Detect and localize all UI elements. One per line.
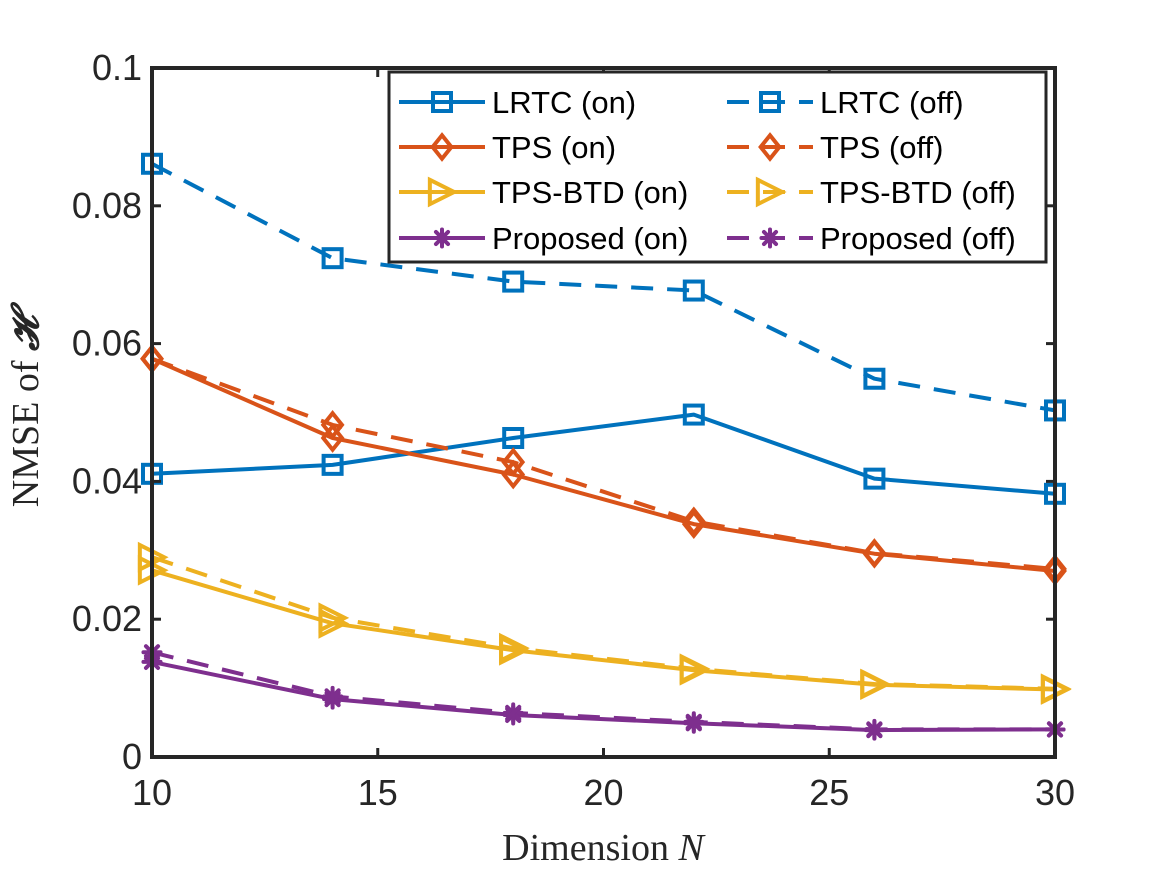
data-point: [321, 247, 344, 270]
data-point: [681, 506, 706, 537]
data-point: [682, 279, 705, 302]
x-tick-label: 25: [809, 772, 849, 813]
legend-item: TPS (off): [727, 130, 943, 165]
legend-label: TPS (on): [492, 130, 616, 165]
series-line: [151, 412, 1056, 496]
y-tick-label: 0.06: [72, 323, 142, 364]
series-line: [151, 162, 1056, 413]
data-point: [679, 653, 711, 685]
legend-marker: [430, 132, 454, 162]
legend-marker: [427, 176, 459, 208]
y-tick-label: 0.1: [92, 47, 142, 88]
data-point: [860, 668, 892, 700]
legend-item: Proposed (off): [727, 221, 1016, 256]
legend: LRTC (on) LRTC (off) TPS (on) TPS (off) TPS-…: [387, 70, 1048, 264]
legend-label: Proposed (on): [492, 221, 688, 256]
data-point: [318, 602, 350, 634]
data-point: [863, 467, 886, 490]
x-axis-label: Dimension N: [502, 827, 706, 869]
legend-marker: [758, 132, 782, 162]
legend-item: LRTC (off): [727, 85, 964, 120]
data-point: [501, 459, 526, 490]
x-tick-label: 10: [132, 772, 172, 813]
legend-item: TPS-BTD (off): [727, 175, 1016, 210]
legend-item: TPS (on): [399, 130, 616, 165]
legend-label: TPS-BTD (off): [820, 175, 1016, 210]
legend-label: LRTC (on): [492, 85, 636, 120]
series-line: [151, 555, 1056, 691]
data-point: [321, 453, 344, 476]
y-tick-label: 0.08: [72, 185, 142, 226]
data-point: [863, 718, 885, 740]
data-point: [682, 403, 705, 426]
data-point: [322, 685, 344, 707]
legend-label: LRTC (off): [820, 85, 964, 120]
data-point: [502, 426, 525, 449]
series-line: [151, 356, 1056, 573]
data-point: [320, 410, 345, 440]
series-line: [151, 356, 1056, 571]
legend-label: TPS (off): [820, 130, 943, 165]
legend-marker: [759, 227, 781, 249]
legend-marker: [755, 176, 787, 208]
y-axis-label: NMSE of 𝓗: [5, 301, 47, 507]
data-point: [499, 632, 530, 664]
legend-item: TPS-BTD (on): [399, 175, 688, 210]
data-point: [502, 270, 525, 293]
data-point: [683, 711, 705, 733]
legend-marker: [759, 91, 781, 113]
x-tick-label: 15: [358, 772, 398, 813]
data-point: [862, 538, 887, 568]
x-tick-label: 30: [1035, 772, 1075, 813]
legend-item: LRTC (on): [399, 85, 636, 120]
y-tick-label: 0.04: [72, 460, 142, 501]
x-tick-label: 20: [583, 772, 623, 813]
data-point: [502, 702, 524, 724]
data-point: [863, 367, 886, 390]
series-proposed-off: [141, 641, 1066, 740]
y-tick-label: 0.02: [72, 598, 142, 639]
legend-marker: [431, 227, 453, 249]
legend-label: Proposed (off): [820, 221, 1016, 256]
legend-box: [387, 70, 1048, 264]
legend-item: Proposed (on): [399, 221, 688, 256]
legend-label: TPS-BTD (on): [492, 175, 688, 210]
series-layer: [137, 152, 1072, 741]
data-point: [320, 423, 345, 453]
legend-marker: [431, 91, 453, 113]
y-tick-label: 0: [122, 736, 142, 777]
series-line: [151, 650, 1055, 732]
data-point: [501, 447, 526, 478]
axes-layer: 10 15 20 25 30 0 0.02 0.04 0.06 0.08 0.1: [72, 47, 1075, 813]
